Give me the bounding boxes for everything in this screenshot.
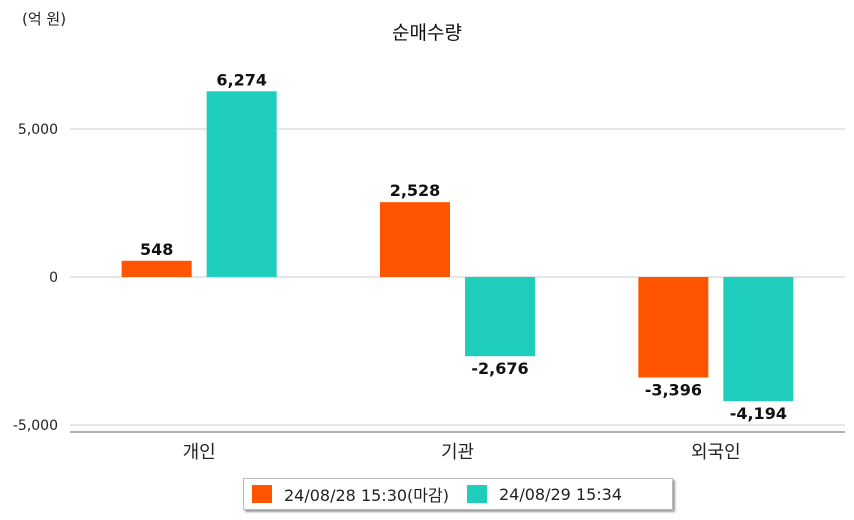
data-label: 2,528 xyxy=(390,181,441,200)
x-tick-label: 기관 xyxy=(441,442,474,463)
bar xyxy=(380,202,450,277)
legend-swatch-series-2 xyxy=(466,485,487,503)
bar-chart: 5,000 0 -5,000 개인 548 6,274 기관 2,528 -2,676 외국인 -3… xyxy=(13,70,845,463)
bar xyxy=(206,91,277,277)
bar xyxy=(465,277,535,357)
x-tick-label: 개인 xyxy=(183,442,216,463)
legend-item-series-2[interactable]: 24/08/29 15:34 xyxy=(466,484,623,504)
x-tick-label: 외국인 xyxy=(691,442,741,463)
bar xyxy=(638,277,709,378)
data-label: 6,274 xyxy=(216,70,267,89)
legend-item-series-1[interactable]: 24/08/28 15:30(마감) xyxy=(252,482,449,506)
legend-label-series-2: 24/08/29 15:34 xyxy=(498,484,623,504)
chart-title: 순매수량 xyxy=(392,22,462,44)
data-label: -4,194 xyxy=(730,404,787,423)
bar xyxy=(121,260,192,277)
y-tick-label: 5,000 xyxy=(18,122,58,138)
legend: 24/08/28 15:30(마감) 24/08/29 15:34 xyxy=(243,478,673,510)
data-label: 548 xyxy=(140,240,173,259)
legend-swatch-series-1 xyxy=(252,485,272,503)
unit-label: (억 원) xyxy=(22,10,67,28)
legend-label-series-1: 24/08/28 15:30(마감) xyxy=(284,486,449,505)
data-label: -3,396 xyxy=(645,381,702,400)
bar xyxy=(723,277,794,402)
data-label: -2,676 xyxy=(471,359,528,378)
y-tick-label: 0 xyxy=(49,270,58,286)
y-tick-label: -5,000 xyxy=(13,418,58,434)
